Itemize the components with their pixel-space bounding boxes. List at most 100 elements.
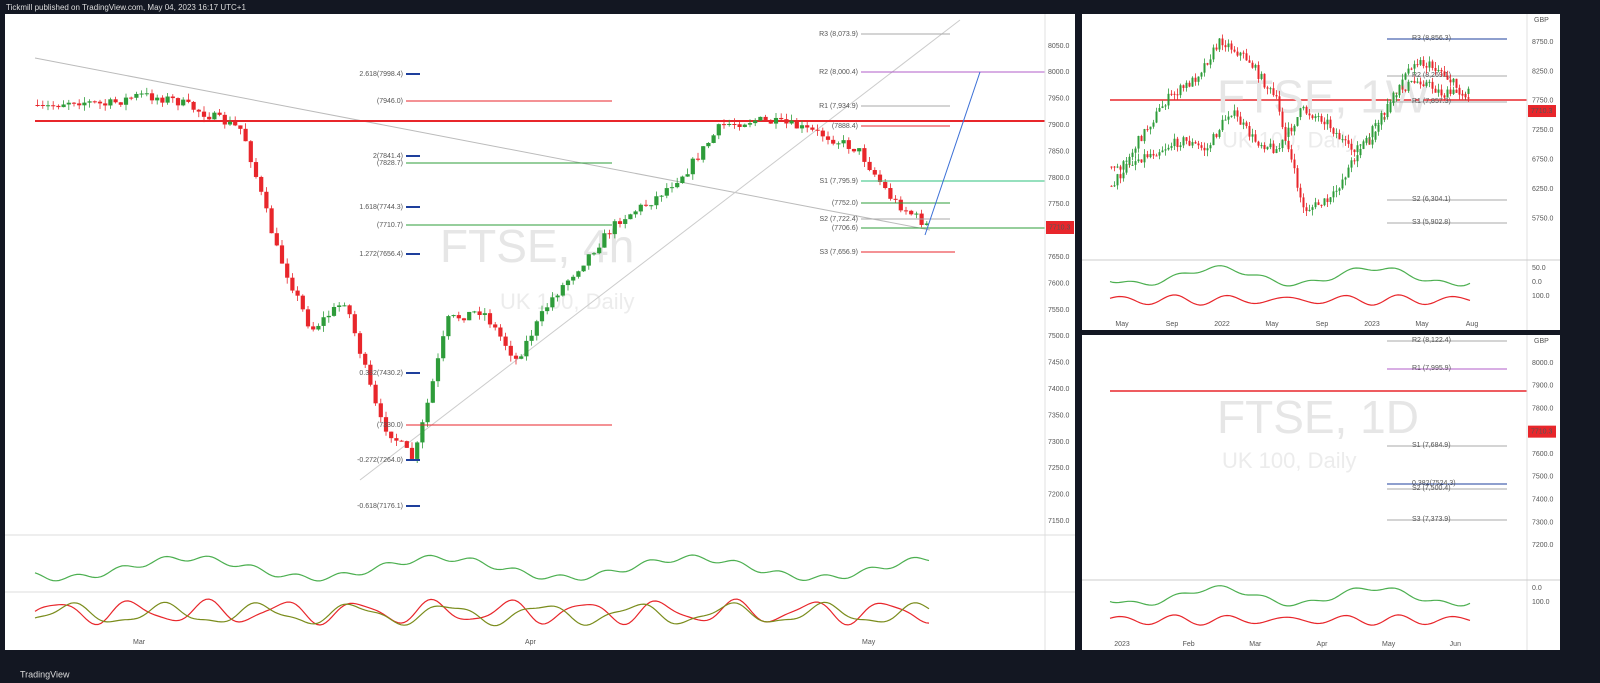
price-axis-label: 8050.0	[1048, 43, 1070, 50]
candle	[1452, 78, 1455, 83]
level-label: R2 (8,269.1)	[1412, 72, 1451, 79]
candle	[1305, 106, 1308, 114]
candle	[1356, 155, 1359, 162]
candle	[883, 181, 888, 189]
candle	[503, 336, 508, 346]
candle	[1245, 53, 1248, 61]
candle	[1266, 87, 1269, 89]
candle	[1419, 60, 1422, 65]
level-label: (7710.7)	[377, 222, 403, 229]
candle	[1224, 45, 1227, 48]
candle	[628, 214, 633, 220]
candle	[1446, 89, 1449, 98]
candle	[1356, 145, 1359, 153]
candle	[1335, 190, 1338, 192]
main-panel	[5, 14, 1075, 650]
level-label: S1 (7,684.9)	[1412, 442, 1451, 449]
osc-axis-label: 50.0	[1532, 265, 1546, 272]
candle	[1287, 127, 1290, 137]
price-axis-label: 7850.0	[1048, 148, 1070, 155]
candle	[877, 174, 883, 182]
candle	[1254, 64, 1257, 68]
candle	[534, 321, 539, 336]
candle	[1449, 79, 1452, 83]
candle	[1425, 66, 1428, 68]
candle	[654, 196, 659, 206]
candle	[1395, 95, 1398, 98]
price-axis-label: 7400.0	[1532, 497, 1554, 504]
candle	[337, 305, 342, 307]
candle	[1191, 77, 1194, 87]
candle	[1278, 96, 1281, 112]
candle	[1389, 101, 1392, 113]
candle	[331, 306, 337, 316]
candle	[103, 103, 108, 106]
candle	[1275, 95, 1278, 97]
price-axis-label: 7200.0	[1048, 492, 1070, 499]
candle	[763, 116, 768, 120]
candle	[1347, 140, 1350, 144]
candle	[1128, 156, 1131, 164]
candle	[1380, 112, 1383, 123]
candle	[394, 438, 399, 441]
candle	[1203, 63, 1206, 73]
candle	[1221, 119, 1224, 131]
price-axis-label: 8250.0	[1532, 68, 1554, 75]
candle	[342, 305, 347, 307]
candle	[545, 307, 550, 312]
price-axis-label: 7150.0	[1048, 518, 1070, 525]
candle	[1335, 133, 1338, 135]
candle	[285, 263, 290, 278]
level-label: (7752.0)	[832, 200, 858, 207]
candle	[1290, 149, 1293, 160]
candle	[1122, 172, 1125, 179]
candle	[1341, 179, 1344, 189]
candle	[690, 158, 695, 175]
candle	[1302, 197, 1305, 208]
candle	[1296, 117, 1299, 126]
candle	[1218, 38, 1221, 50]
price-axis-label: 7500.0	[1532, 474, 1554, 481]
candle	[1422, 84, 1425, 87]
level-label: R3 (8,073.9)	[819, 31, 858, 38]
candle	[368, 364, 373, 385]
candle	[633, 211, 638, 215]
candle	[1134, 161, 1137, 165]
candle	[1119, 174, 1122, 179]
candle	[758, 116, 763, 121]
candle	[1251, 134, 1254, 137]
candle	[1287, 140, 1290, 150]
candle	[1113, 185, 1116, 187]
candle	[1284, 127, 1287, 141]
time-axis-label: May	[1265, 321, 1279, 328]
candle	[1245, 122, 1248, 127]
candle	[1410, 80, 1413, 82]
candle	[1227, 43, 1230, 48]
level-label: R1 (7,857.3)	[1412, 98, 1451, 105]
candle	[1320, 204, 1323, 206]
candle	[1377, 122, 1380, 124]
candle	[274, 233, 279, 246]
candle	[1446, 75, 1449, 80]
time-axis-label: Apr	[1317, 641, 1329, 648]
oscillator	[34, 601, 930, 627]
candle	[1314, 116, 1317, 119]
price-axis-label: 7750.0	[1532, 98, 1554, 105]
candle	[1452, 89, 1455, 94]
candle	[1257, 141, 1260, 146]
candle	[680, 176, 685, 184]
candle	[1203, 147, 1206, 151]
candle	[1188, 140, 1191, 146]
candle	[664, 188, 669, 196]
candle	[1149, 126, 1152, 130]
candle	[1461, 94, 1464, 96]
candle	[212, 112, 217, 120]
candle	[1422, 60, 1425, 67]
candle	[659, 195, 664, 197]
candle	[1338, 188, 1341, 191]
candle	[1152, 153, 1155, 156]
candle	[1200, 145, 1203, 148]
candle	[1257, 64, 1260, 79]
candle	[477, 311, 482, 316]
candle	[1362, 141, 1365, 149]
